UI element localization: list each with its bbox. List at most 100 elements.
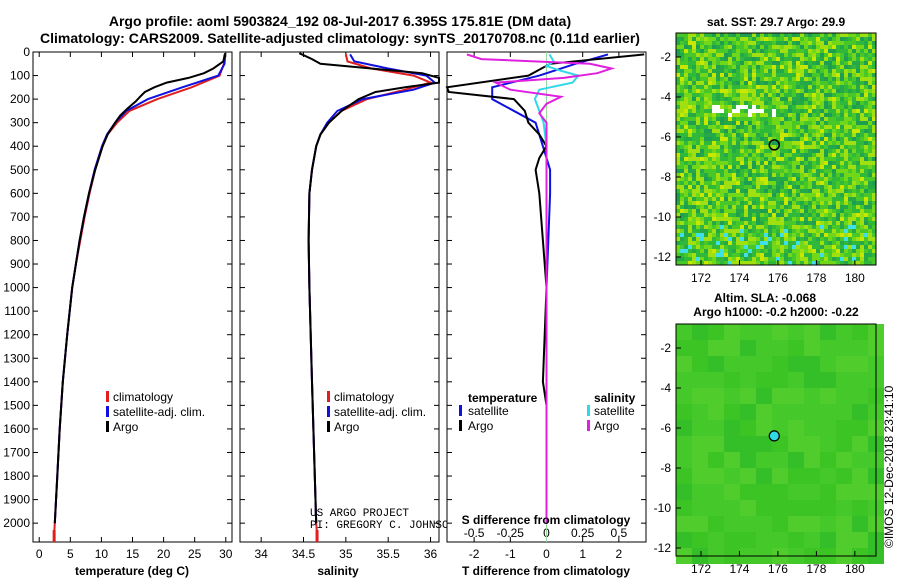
map-cell bbox=[864, 141, 868, 145]
map-cell bbox=[764, 253, 768, 257]
map-cell bbox=[868, 165, 872, 169]
map-cell bbox=[736, 193, 740, 197]
map-cell bbox=[700, 249, 704, 253]
map-cell bbox=[836, 41, 840, 45]
map-cell bbox=[820, 89, 824, 93]
map-cell bbox=[796, 177, 800, 181]
map-cell bbox=[796, 121, 800, 125]
map-cell bbox=[724, 49, 728, 53]
map-cell bbox=[828, 161, 832, 165]
map-cell bbox=[808, 181, 812, 185]
map-cell bbox=[836, 161, 840, 165]
map-cell bbox=[700, 205, 704, 209]
map-cell bbox=[852, 500, 868, 516]
map-cell bbox=[860, 197, 864, 201]
map-cell bbox=[784, 237, 788, 241]
map-cell bbox=[784, 185, 788, 189]
map-cell bbox=[800, 237, 804, 241]
map-cell bbox=[864, 173, 868, 177]
map-cell bbox=[740, 65, 744, 69]
map-cell bbox=[744, 169, 748, 173]
map-cell bbox=[696, 41, 700, 45]
map-cell bbox=[788, 121, 792, 125]
map-cell bbox=[696, 65, 700, 69]
map-cell bbox=[736, 149, 740, 153]
map-cell bbox=[772, 241, 776, 245]
map-cell bbox=[676, 165, 680, 169]
map-cell bbox=[776, 253, 780, 257]
map-cell bbox=[696, 229, 700, 233]
map-cell bbox=[704, 209, 708, 213]
map-cell bbox=[832, 69, 836, 73]
map-cell bbox=[784, 97, 788, 101]
map-cell bbox=[868, 65, 872, 69]
map-cell bbox=[744, 217, 748, 221]
map-cell bbox=[748, 193, 752, 197]
map-cell bbox=[832, 61, 836, 65]
map-cell bbox=[708, 157, 712, 161]
map-cell bbox=[692, 213, 696, 217]
map-cell bbox=[676, 169, 680, 173]
map-cell bbox=[796, 221, 800, 225]
map-cell bbox=[784, 161, 788, 165]
map-cell bbox=[736, 117, 740, 121]
map-xtick-label: 176 bbox=[768, 271, 788, 285]
map-cell bbox=[732, 209, 736, 213]
map-cell bbox=[864, 181, 868, 185]
map-cell bbox=[772, 129, 776, 133]
map-cell bbox=[776, 165, 780, 169]
map-cell bbox=[752, 165, 756, 169]
map-cell bbox=[724, 97, 728, 101]
map-cell bbox=[828, 121, 832, 125]
map-cell bbox=[724, 109, 728, 113]
salinity-panel: 34 34.5 35 35.5 36 salinity climatology sate… bbox=[239, 51, 455, 578]
map-cell bbox=[852, 137, 856, 141]
map-cell bbox=[816, 49, 820, 53]
map-cell bbox=[780, 185, 784, 189]
map-cell bbox=[712, 109, 716, 113]
map-cell bbox=[692, 452, 708, 468]
map-cell bbox=[832, 253, 836, 257]
map-cell bbox=[680, 153, 684, 157]
map-cell bbox=[772, 61, 776, 65]
map-cell bbox=[736, 37, 740, 41]
map-cell bbox=[772, 532, 788, 548]
map-cell bbox=[692, 125, 696, 129]
map-cell bbox=[820, 221, 824, 225]
map-cell bbox=[772, 137, 776, 141]
map-cell bbox=[724, 45, 728, 49]
map-cell bbox=[820, 213, 824, 217]
map-cell bbox=[864, 113, 868, 117]
series-line-argo bbox=[53, 52, 227, 524]
map-cell bbox=[676, 173, 680, 177]
map-cell bbox=[684, 237, 688, 241]
map-cell bbox=[816, 97, 820, 101]
map-cell bbox=[796, 81, 800, 85]
xtick-label-s: 0.5 bbox=[611, 526, 628, 540]
map-cell bbox=[820, 157, 824, 161]
map-cell bbox=[820, 61, 824, 65]
map-cell bbox=[748, 245, 752, 249]
map-cell bbox=[708, 77, 712, 81]
map-cell bbox=[800, 77, 804, 81]
map-cell bbox=[708, 261, 712, 265]
map-cell bbox=[792, 37, 796, 41]
map-cell bbox=[776, 217, 780, 221]
map-cell bbox=[756, 61, 760, 65]
map-cell bbox=[764, 169, 768, 173]
map-cell bbox=[840, 213, 844, 217]
map-cell bbox=[788, 500, 804, 516]
map-cell bbox=[716, 109, 720, 113]
map-cell bbox=[776, 73, 780, 77]
map-cell bbox=[776, 69, 780, 73]
map-cell bbox=[860, 113, 864, 117]
map-cell bbox=[788, 388, 804, 404]
map-cell bbox=[716, 169, 720, 173]
map-cell bbox=[764, 161, 768, 165]
map-cell bbox=[732, 145, 736, 149]
map-cell bbox=[788, 249, 792, 253]
map-cell bbox=[848, 45, 852, 49]
map-cell bbox=[836, 209, 840, 213]
difference-xlabel-top: S difference from climatology bbox=[462, 513, 631, 527]
map-cell bbox=[780, 101, 784, 105]
